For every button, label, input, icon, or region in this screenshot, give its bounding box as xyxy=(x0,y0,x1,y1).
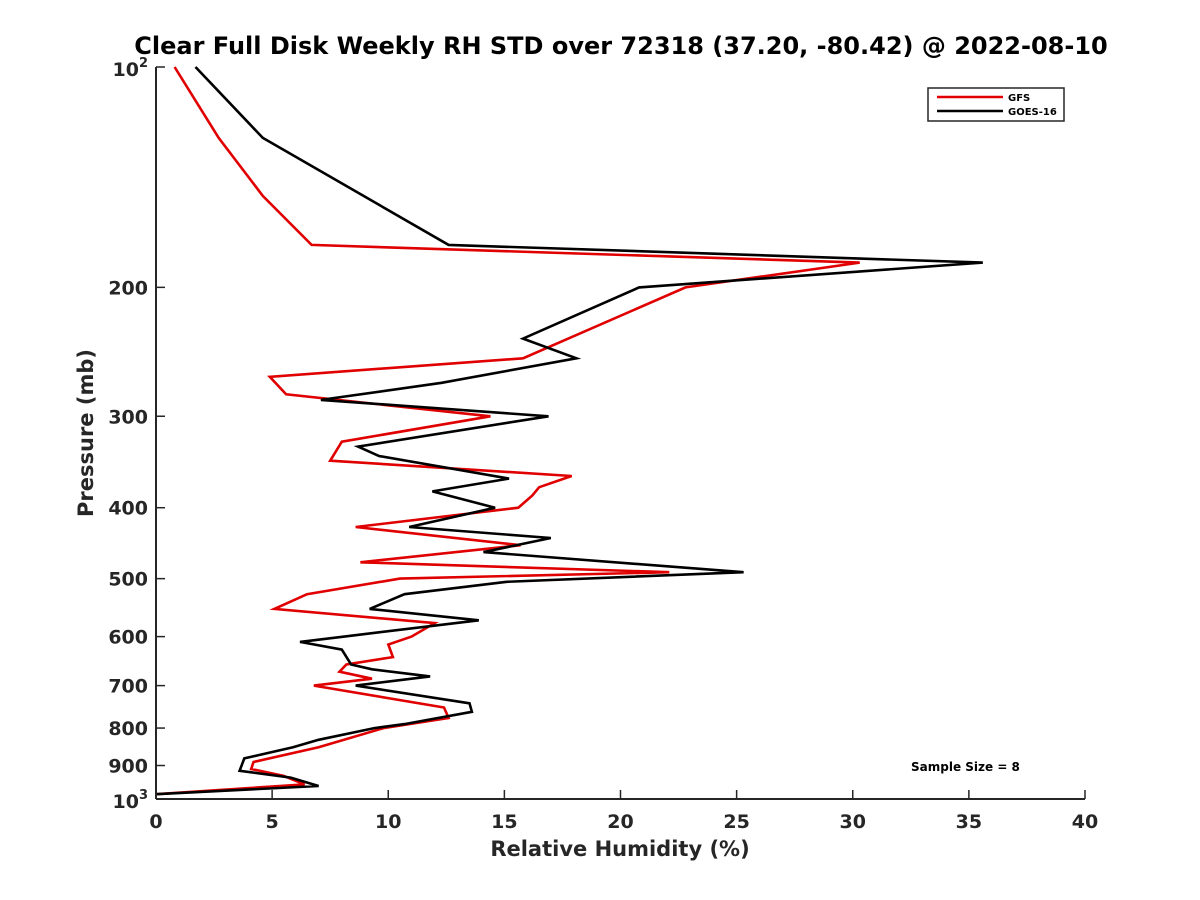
series-line-goes16 xyxy=(155,66,983,796)
y-tick-label: 102 xyxy=(113,56,149,81)
y-tick-label: 300 xyxy=(108,406,148,428)
x-tick-label: 35 xyxy=(956,811,982,833)
y-axis-label: Pressure (mb) xyxy=(74,349,98,517)
x-tick-label: 10 xyxy=(375,811,401,833)
y-tick-label: 500 xyxy=(108,569,148,591)
legend-box xyxy=(927,87,1065,122)
x-axis-label: Relative Humidity (%) xyxy=(490,837,749,861)
x-tick-label: 5 xyxy=(266,811,279,833)
plot-frame xyxy=(156,67,1085,799)
x-tick-label: 15 xyxy=(491,811,517,833)
chart-title: Clear Full Disk Weekly RH STD over 72318… xyxy=(134,32,1107,60)
series-layer xyxy=(155,66,983,796)
legend-label-gfs: GFS xyxy=(1008,93,1030,104)
y-tick-label: 700 xyxy=(108,676,148,698)
legend: GFS GOES-16 xyxy=(927,87,1065,122)
x-tick-label: 25 xyxy=(723,811,749,833)
x-tick-label: 0 xyxy=(149,811,162,833)
sample-size-annotation: Sample Size = 8 xyxy=(911,760,1020,774)
y-tick-label: 800 xyxy=(108,718,148,740)
y-tick-label: 400 xyxy=(108,498,148,520)
x-tick-label: 20 xyxy=(607,811,633,833)
x-tick-label: 40 xyxy=(1072,811,1098,833)
y-tick-label: 103 xyxy=(113,788,149,813)
x-tick-label: 30 xyxy=(840,811,866,833)
legend-label-goes16: GOES-16 xyxy=(1008,107,1057,118)
x-ticks: 0 5 10 15 20 25 30 35 40 xyxy=(149,790,1098,833)
y-ticks: 102 200 300 400 500 600 700 800 900 103 xyxy=(108,56,165,813)
y-tick-label: 900 xyxy=(108,756,148,778)
y-tick-label: 200 xyxy=(108,277,148,299)
y-tick-label: 600 xyxy=(108,627,148,649)
